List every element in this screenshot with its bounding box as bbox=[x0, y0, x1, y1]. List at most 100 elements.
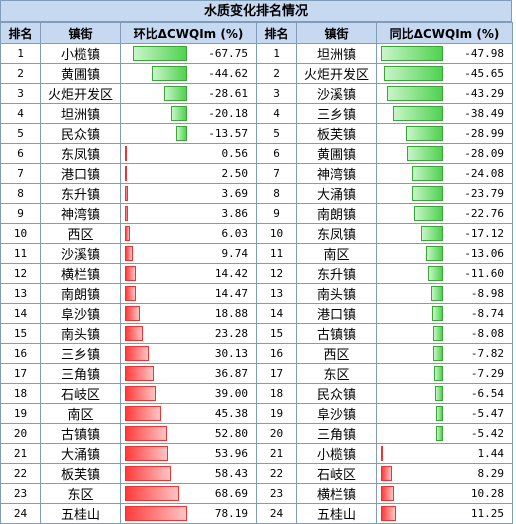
rank-cell: 17 bbox=[256, 363, 297, 384]
table-row: 10 西区 6.03 bbox=[0, 223, 257, 244]
table-header-row: 排名 镇街 同比ΔCWQIm (%) bbox=[256, 22, 513, 44]
value-cell: 3.86 bbox=[120, 203, 257, 224]
table-row: 5 板芙镇 -28.99 bbox=[256, 123, 513, 144]
value-cell: 36.87 bbox=[120, 363, 257, 384]
town-cell: 横栏镇 bbox=[40, 263, 121, 284]
table-row: 7 神湾镇 -24.08 bbox=[256, 163, 513, 184]
negative-change-bar bbox=[433, 326, 443, 341]
value-cell: -7.29 bbox=[376, 363, 513, 384]
table-row: 16 三乡镇 30.13 bbox=[0, 343, 257, 364]
value-cell: -6.54 bbox=[376, 383, 513, 404]
rank-cell: 11 bbox=[0, 243, 41, 264]
negative-change-bar bbox=[133, 46, 187, 61]
rank-cell: 20 bbox=[256, 423, 297, 444]
town-cell: 坦洲镇 bbox=[40, 103, 121, 124]
value-label: -47.98 bbox=[464, 47, 504, 60]
value-cell: 18.88 bbox=[120, 303, 257, 324]
value-label: 14.42 bbox=[214, 267, 248, 280]
header-yoy-change: 同比ΔCWQIm (%) bbox=[376, 22, 513, 44]
yoy-ranking-table: 排名 镇街 同比ΔCWQIm (%) 1 坦洲镇 -47.98 2 火炬开发区 -45.6… bbox=[256, 22, 513, 524]
positive-change-bar bbox=[125, 246, 133, 261]
rank-cell: 7 bbox=[256, 163, 297, 184]
town-cell: 石岐区 bbox=[296, 463, 377, 484]
table-row: 14 港口镇 -8.74 bbox=[256, 303, 513, 324]
positive-change-bar bbox=[381, 506, 396, 521]
town-cell: 三乡镇 bbox=[296, 103, 377, 124]
table-row: 3 火炬开发区 -28.61 bbox=[0, 83, 257, 104]
rank-cell: 1 bbox=[256, 43, 297, 64]
value-label: 58.43 bbox=[214, 467, 248, 480]
value-label: 8.29 bbox=[477, 467, 505, 480]
rank-cell: 22 bbox=[256, 463, 297, 484]
value-cell: -5.47 bbox=[376, 403, 513, 424]
table-row: 23 东区 68.69 bbox=[0, 483, 257, 504]
value-label: -44.62 bbox=[208, 67, 248, 80]
town-cell: 小榄镇 bbox=[40, 43, 121, 64]
rank-cell: 5 bbox=[0, 123, 41, 144]
negative-change-bar bbox=[434, 366, 443, 381]
value-cell: -20.18 bbox=[120, 103, 257, 124]
town-cell: 横栏镇 bbox=[296, 483, 377, 504]
table-row: 15 南头镇 23.28 bbox=[0, 323, 257, 344]
positive-change-bar bbox=[125, 166, 127, 181]
positive-change-bar bbox=[381, 446, 383, 461]
rank-cell: 4 bbox=[0, 103, 41, 124]
value-label: 3.86 bbox=[221, 207, 249, 220]
rank-cell: 15 bbox=[256, 323, 297, 344]
positive-change-bar bbox=[381, 466, 392, 481]
value-cell: 52.80 bbox=[120, 423, 257, 444]
value-label: 53.96 bbox=[214, 447, 248, 460]
value-label: 68.69 bbox=[214, 487, 248, 500]
table-row: 11 沙溪镇 9.74 bbox=[0, 243, 257, 264]
rank-cell: 11 bbox=[256, 243, 297, 264]
rank-cell: 2 bbox=[0, 63, 41, 84]
value-label: 30.13 bbox=[214, 347, 248, 360]
value-cell: -43.29 bbox=[376, 83, 513, 104]
town-cell: 港口镇 bbox=[296, 303, 377, 324]
value-cell: -38.49 bbox=[376, 103, 513, 124]
negative-change-bar bbox=[387, 86, 443, 101]
value-cell: 2.50 bbox=[120, 163, 257, 184]
negative-change-bar bbox=[164, 86, 187, 101]
town-cell: 三乡镇 bbox=[40, 343, 121, 364]
value-cell: -5.42 bbox=[376, 423, 513, 444]
table-row: 1 坦洲镇 -47.98 bbox=[256, 43, 513, 64]
value-cell: 23.28 bbox=[120, 323, 257, 344]
value-cell: 11.25 bbox=[376, 503, 513, 524]
value-label: 0.56 bbox=[221, 147, 249, 160]
table-row: 18 石岐区 39.00 bbox=[0, 383, 257, 404]
town-cell: 港口镇 bbox=[40, 163, 121, 184]
negative-change-bar bbox=[171, 106, 187, 121]
positive-change-bar bbox=[381, 486, 394, 501]
rank-cell: 12 bbox=[0, 263, 41, 284]
positive-change-bar bbox=[125, 306, 140, 321]
rank-cell: 6 bbox=[256, 143, 297, 164]
value-label: 1.44 bbox=[477, 447, 505, 460]
value-label: -8.74 bbox=[470, 307, 504, 320]
positive-change-bar bbox=[125, 186, 128, 201]
negative-change-bar bbox=[152, 66, 187, 81]
table-row: 24 五桂山 11.25 bbox=[256, 503, 513, 524]
value-label: 39.00 bbox=[214, 387, 248, 400]
rank-cell: 9 bbox=[256, 203, 297, 224]
value-label: -28.99 bbox=[464, 127, 504, 140]
rank-cell: 5 bbox=[256, 123, 297, 144]
negative-change-bar bbox=[176, 126, 187, 141]
value-cell: 14.42 bbox=[120, 263, 257, 284]
value-label: 6.03 bbox=[221, 227, 249, 240]
value-cell: -24.08 bbox=[376, 163, 513, 184]
value-label: -7.82 bbox=[470, 347, 504, 360]
value-label: -5.47 bbox=[470, 407, 504, 420]
value-label: 18.88 bbox=[214, 307, 248, 320]
town-cell: 神湾镇 bbox=[40, 203, 121, 224]
table-row: 9 神湾镇 3.86 bbox=[0, 203, 257, 224]
value-cell: -47.98 bbox=[376, 43, 513, 64]
rank-cell: 19 bbox=[256, 403, 297, 424]
town-cell: 板芙镇 bbox=[40, 463, 121, 484]
table-row: 14 阜沙镇 18.88 bbox=[0, 303, 257, 324]
negative-change-bar bbox=[436, 426, 443, 441]
table-row: 17 东区 -7.29 bbox=[256, 363, 513, 384]
value-cell: -8.98 bbox=[376, 283, 513, 304]
town-cell: 黄圃镇 bbox=[296, 143, 377, 164]
negative-change-bar bbox=[436, 406, 443, 421]
